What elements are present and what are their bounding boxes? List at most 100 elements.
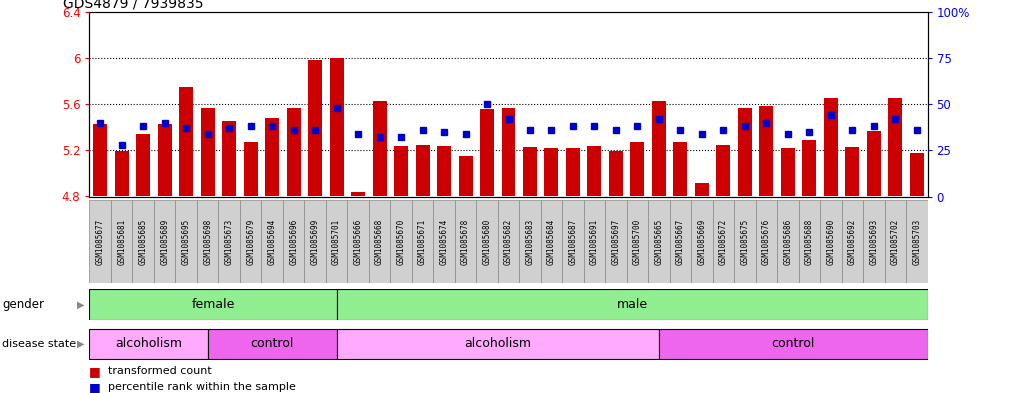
Bar	[824, 98, 838, 196]
FancyBboxPatch shape	[734, 200, 756, 283]
FancyBboxPatch shape	[304, 200, 325, 283]
Text: alcoholism: alcoholism	[115, 337, 182, 351]
FancyBboxPatch shape	[497, 200, 520, 283]
Bar	[372, 101, 386, 196]
FancyBboxPatch shape	[541, 200, 562, 283]
Text: GSM1085685: GSM1085685	[138, 219, 147, 265]
Bar	[738, 108, 752, 196]
Text: GSM1085698: GSM1085698	[203, 219, 213, 265]
FancyBboxPatch shape	[659, 329, 928, 359]
Text: ■: ■	[89, 380, 105, 393]
Text: GSM1085678: GSM1085678	[461, 219, 470, 265]
Text: GSM1085680: GSM1085680	[482, 219, 491, 265]
Text: GSM1085665: GSM1085665	[654, 219, 663, 265]
FancyBboxPatch shape	[325, 200, 348, 283]
Text: GSM1085674: GSM1085674	[439, 219, 448, 265]
Text: alcoholism: alcoholism	[464, 337, 531, 351]
Text: GSM1085691: GSM1085691	[590, 219, 599, 265]
FancyBboxPatch shape	[520, 200, 541, 283]
Bar	[845, 147, 859, 196]
FancyBboxPatch shape	[669, 200, 692, 283]
FancyBboxPatch shape	[777, 200, 798, 283]
Text: GSM1085689: GSM1085689	[161, 219, 169, 265]
Text: control: control	[250, 337, 294, 351]
FancyBboxPatch shape	[176, 200, 197, 283]
Text: GSM1085695: GSM1085695	[182, 219, 191, 265]
Text: GSM1085671: GSM1085671	[418, 219, 427, 265]
Text: disease state: disease state	[2, 339, 76, 349]
FancyBboxPatch shape	[154, 200, 176, 283]
FancyBboxPatch shape	[863, 200, 885, 283]
Text: GSM1085681: GSM1085681	[117, 219, 126, 265]
Text: GSM1085683: GSM1085683	[526, 219, 535, 265]
Bar	[308, 60, 322, 196]
Text: GSM1085688: GSM1085688	[804, 219, 814, 265]
Text: GSM1085675: GSM1085675	[740, 219, 750, 265]
Bar	[351, 192, 365, 196]
Bar	[609, 151, 623, 196]
Text: transformed count: transformed count	[108, 366, 212, 376]
FancyBboxPatch shape	[648, 200, 669, 283]
Text: GSM1085690: GSM1085690	[826, 219, 835, 265]
Bar	[716, 145, 730, 196]
Bar	[94, 124, 107, 196]
FancyBboxPatch shape	[885, 200, 906, 283]
Bar	[588, 146, 601, 196]
Text: GSM1085679: GSM1085679	[246, 219, 255, 265]
Bar	[910, 152, 923, 196]
Text: GSM1085673: GSM1085673	[225, 219, 234, 265]
Text: GSM1085667: GSM1085667	[676, 219, 684, 265]
Bar	[437, 146, 451, 196]
FancyBboxPatch shape	[820, 200, 841, 283]
FancyBboxPatch shape	[562, 200, 584, 283]
Text: GSM1085702: GSM1085702	[891, 219, 900, 265]
Text: ■: ■	[89, 365, 105, 378]
FancyBboxPatch shape	[433, 200, 455, 283]
Bar	[566, 148, 580, 196]
Bar	[673, 142, 687, 196]
FancyBboxPatch shape	[348, 200, 369, 283]
FancyBboxPatch shape	[89, 329, 207, 359]
FancyBboxPatch shape	[692, 200, 713, 283]
FancyBboxPatch shape	[626, 200, 648, 283]
FancyBboxPatch shape	[756, 200, 777, 283]
FancyBboxPatch shape	[798, 200, 820, 283]
Bar	[501, 108, 516, 196]
Bar	[480, 109, 494, 196]
Bar	[652, 101, 666, 196]
Text: GSM1085703: GSM1085703	[912, 219, 921, 265]
Text: GSM1085700: GSM1085700	[633, 219, 642, 265]
Text: GSM1085672: GSM1085672	[719, 219, 728, 265]
Text: GSM1085699: GSM1085699	[310, 219, 319, 265]
FancyBboxPatch shape	[261, 200, 283, 283]
Bar	[631, 142, 645, 196]
FancyBboxPatch shape	[283, 200, 304, 283]
FancyBboxPatch shape	[369, 200, 391, 283]
FancyBboxPatch shape	[337, 290, 928, 320]
FancyBboxPatch shape	[605, 200, 626, 283]
Text: GSM1085692: GSM1085692	[848, 219, 856, 265]
FancyBboxPatch shape	[111, 200, 132, 283]
FancyBboxPatch shape	[906, 200, 928, 283]
FancyBboxPatch shape	[207, 329, 337, 359]
Bar	[866, 131, 881, 196]
Text: GSM1085684: GSM1085684	[547, 219, 556, 265]
Text: GSM1085669: GSM1085669	[698, 219, 707, 265]
Text: GSM1085696: GSM1085696	[289, 219, 298, 265]
Text: gender: gender	[2, 298, 44, 311]
FancyBboxPatch shape	[197, 200, 219, 283]
FancyBboxPatch shape	[584, 200, 605, 283]
FancyBboxPatch shape	[240, 200, 261, 283]
Text: control: control	[772, 337, 815, 351]
Bar	[222, 121, 236, 196]
Bar	[760, 107, 773, 196]
Bar	[802, 140, 817, 196]
FancyBboxPatch shape	[476, 200, 497, 283]
Text: GSM1085670: GSM1085670	[397, 219, 406, 265]
FancyBboxPatch shape	[89, 200, 111, 283]
Bar	[200, 108, 215, 196]
Bar	[244, 142, 257, 196]
FancyBboxPatch shape	[391, 200, 412, 283]
Text: GSM1085694: GSM1085694	[267, 219, 277, 265]
FancyBboxPatch shape	[455, 200, 476, 283]
